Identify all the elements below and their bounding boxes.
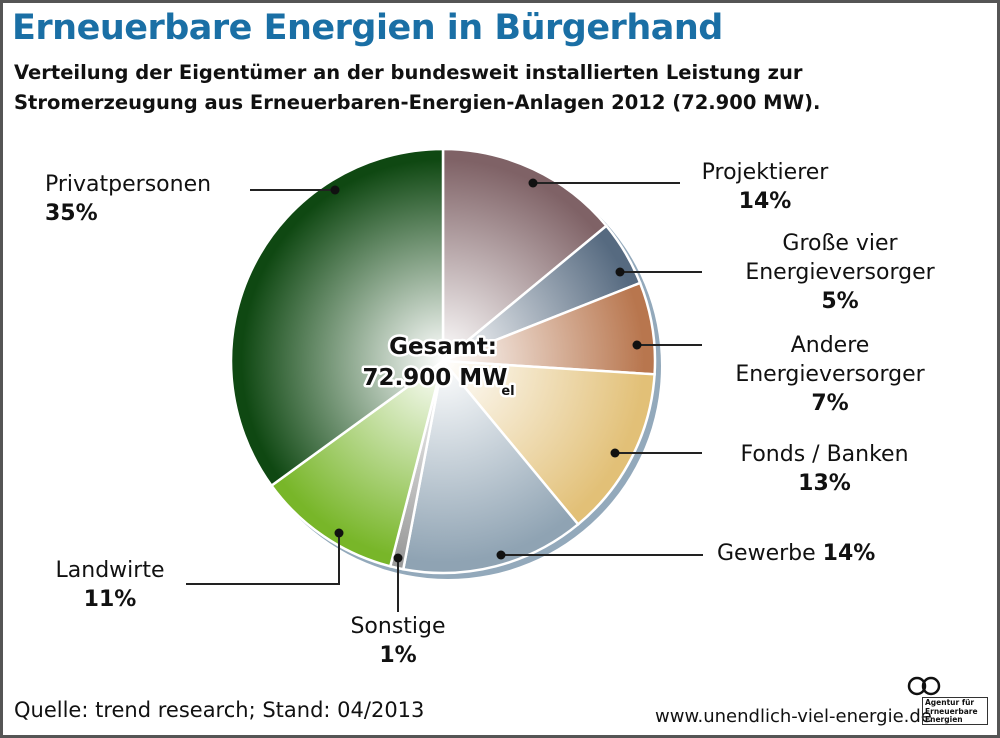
chart-title: Erneuerbare Energien in Bürgerhand <box>12 8 723 48</box>
label-privatpersonen: Privatpersonen 35% <box>45 170 211 228</box>
slice-value: 7% <box>811 391 849 416</box>
agency-logo: Agentur für Erneuerbare Energien <box>906 675 992 727</box>
slice-value: 14% <box>822 541 876 566</box>
slice-value: 1% <box>379 643 417 668</box>
slice-value: 5% <box>821 289 859 314</box>
leader-dot <box>528 178 538 188</box>
slice-label: Gewerbe <box>717 541 816 566</box>
pie-slice-privatpersonen <box>229 147 445 488</box>
center-label: Gesamt: 72.900 MW el <box>360 332 517 402</box>
source-note: Quelle: trend research; Stand: 04/2013 <box>14 698 425 722</box>
center-label-line1: Gesamt: <box>389 334 497 360</box>
label-gewerbe: Gewerbe 14% <box>717 539 875 568</box>
pie-slice-projektierer <box>441 147 609 364</box>
slice-value: 35% <box>45 201 98 226</box>
slice-label: Projektierer <box>701 160 829 185</box>
pie-slice-fonds-banken <box>440 359 656 527</box>
slice-label: Sonstige <box>350 614 446 639</box>
slice-label: Andere <box>790 333 870 358</box>
slice-label: Große vier <box>782 231 898 256</box>
slice-label: Privatpersonen <box>45 172 212 197</box>
label-sonstige: Sonstige 1% <box>328 612 468 670</box>
slice-label: Landwirte <box>55 558 165 583</box>
slice-value: 14% <box>738 189 792 214</box>
subtitle-line-1: Verteilung der Eigentümer an der bundesw… <box>14 61 803 84</box>
slice-label: Energieversorger <box>735 362 925 387</box>
pie-slice-gewerbe <box>401 358 580 575</box>
chart-subtitle: Verteilung der Eigentümer an der bundesw… <box>14 58 914 118</box>
center-label-subscript: el <box>501 384 514 399</box>
slice-value: 13% <box>798 471 851 496</box>
center-label-value: 72.900 MW <box>362 365 507 391</box>
label-projektierer: Projektierer 14% <box>690 158 840 216</box>
infinity-icon <box>907 676 941 696</box>
slice-label: Fonds / Banken <box>740 442 909 467</box>
leader-dot <box>610 448 620 458</box>
leader-dot <box>496 550 506 560</box>
label-landwirte: Landwirte 11% <box>40 556 180 614</box>
leader-dot <box>330 185 340 195</box>
leader-dot <box>393 553 403 563</box>
label-andere: Andere Energieversorger 7% <box>720 331 940 418</box>
slice-label: Energieversorger <box>745 260 935 285</box>
leader-dot <box>334 528 344 538</box>
subtitle-line-2: Stromerzeugung aus Erneuerbaren-Energien… <box>14 91 821 114</box>
website-link[interactable]: www.unendlich-viel-energie.de <box>655 706 932 727</box>
pie-slice-landwirte <box>269 357 446 568</box>
slice-value: 11% <box>83 587 137 612</box>
logo-text: Agentur für Erneuerbare Energien <box>922 697 988 725</box>
leader-dot <box>615 267 625 277</box>
label-fonds: Fonds / Banken 13% <box>722 440 927 498</box>
leader-line <box>186 533 340 585</box>
leader-dot <box>632 340 642 350</box>
label-grosse-vier: Große vier Energieversorger 5% <box>730 229 950 316</box>
